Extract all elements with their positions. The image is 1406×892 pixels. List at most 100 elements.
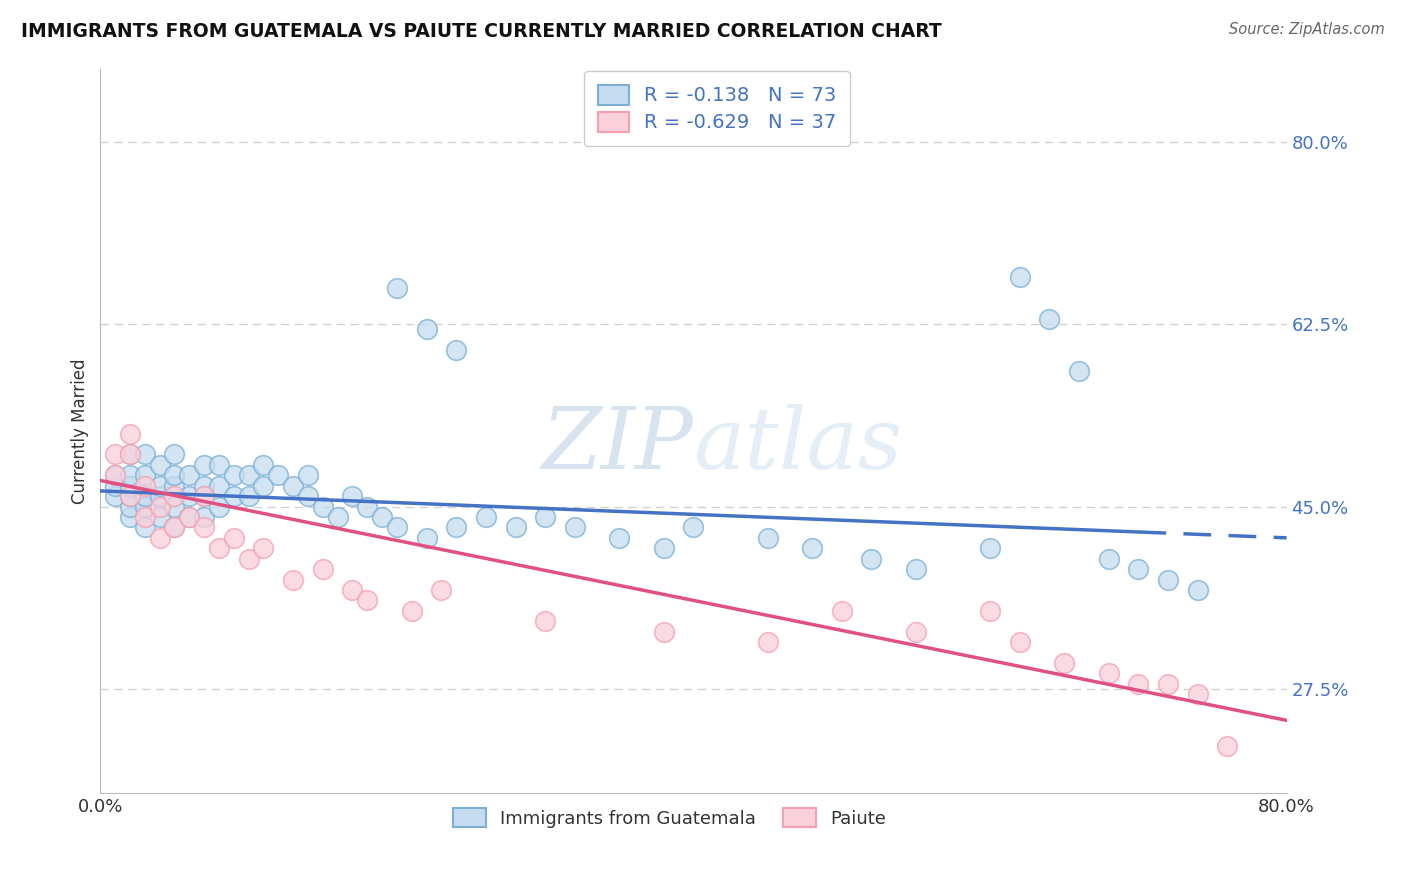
Point <box>193 510 215 524</box>
Point <box>118 426 141 441</box>
Point <box>118 489 141 503</box>
Point <box>163 468 186 483</box>
Point <box>163 478 186 492</box>
Point <box>342 582 364 597</box>
Point <box>163 489 186 503</box>
Point <box>134 447 156 461</box>
Point <box>1187 687 1209 701</box>
Point <box>193 489 215 503</box>
Point <box>401 604 423 618</box>
Point <box>104 468 127 483</box>
Point <box>179 510 201 524</box>
Point <box>149 489 172 503</box>
Point <box>444 343 467 357</box>
Point <box>371 510 394 524</box>
Point <box>652 541 675 556</box>
Point <box>104 468 127 483</box>
Point <box>208 458 231 472</box>
Point <box>134 468 156 483</box>
Point <box>904 562 927 576</box>
Point <box>444 520 467 534</box>
Point <box>356 593 378 607</box>
Point <box>534 614 557 628</box>
Point <box>118 447 141 461</box>
Point <box>163 520 186 534</box>
Point <box>1128 677 1150 691</box>
Point <box>134 478 156 492</box>
Point <box>979 541 1001 556</box>
Point <box>505 520 527 534</box>
Point <box>222 489 245 503</box>
Point <box>104 478 127 492</box>
Point <box>1187 582 1209 597</box>
Point <box>607 531 630 545</box>
Point <box>179 468 201 483</box>
Point <box>179 510 201 524</box>
Point <box>356 500 378 514</box>
Point <box>193 478 215 492</box>
Point <box>222 468 245 483</box>
Point <box>385 520 408 534</box>
Point <box>415 322 437 336</box>
Y-axis label: Currently Married: Currently Married <box>72 359 89 504</box>
Point <box>415 531 437 545</box>
Point <box>252 458 274 472</box>
Text: IMMIGRANTS FROM GUATEMALA VS PAIUTE CURRENTLY MARRIED CORRELATION CHART: IMMIGRANTS FROM GUATEMALA VS PAIUTE CURR… <box>21 22 942 41</box>
Point <box>149 510 172 524</box>
Point <box>312 500 335 514</box>
Point <box>1008 635 1031 649</box>
Point <box>756 635 779 649</box>
Point <box>1157 677 1180 691</box>
Point <box>238 468 260 483</box>
Point <box>801 541 824 556</box>
Point <box>208 541 231 556</box>
Point <box>534 510 557 524</box>
Point <box>475 510 498 524</box>
Point <box>1128 562 1150 576</box>
Legend: Immigrants from Guatemala, Paiute: Immigrants from Guatemala, Paiute <box>446 801 893 835</box>
Point <box>118 489 141 503</box>
Point <box>1098 551 1121 566</box>
Point <box>1008 270 1031 285</box>
Point <box>1038 311 1060 326</box>
Point <box>252 478 274 492</box>
Point <box>312 562 335 576</box>
Point <box>682 520 704 534</box>
Point <box>149 478 172 492</box>
Point <box>104 489 127 503</box>
Point <box>163 447 186 461</box>
Point <box>1098 666 1121 681</box>
Text: ZIP: ZIP <box>541 404 693 487</box>
Point <box>238 489 260 503</box>
Point <box>134 510 156 524</box>
Point <box>163 520 186 534</box>
Point <box>564 520 586 534</box>
Point <box>118 478 141 492</box>
Point <box>149 500 172 514</box>
Point <box>1053 656 1076 670</box>
Point <box>297 468 319 483</box>
Point <box>1157 573 1180 587</box>
Text: Source: ZipAtlas.com: Source: ZipAtlas.com <box>1229 22 1385 37</box>
Point <box>163 500 186 514</box>
Point <box>756 531 779 545</box>
Point <box>252 541 274 556</box>
Point <box>979 604 1001 618</box>
Point <box>118 468 141 483</box>
Point <box>1216 739 1239 754</box>
Point <box>831 604 853 618</box>
Point <box>134 500 156 514</box>
Point <box>118 510 141 524</box>
Text: atlas: atlas <box>693 404 903 487</box>
Point <box>149 458 172 472</box>
Point <box>430 582 453 597</box>
Point <box>118 500 141 514</box>
Point <box>904 624 927 639</box>
Point <box>267 468 290 483</box>
Point <box>860 551 883 566</box>
Point <box>193 520 215 534</box>
Point <box>208 478 231 492</box>
Point <box>297 489 319 503</box>
Point <box>149 531 172 545</box>
Point <box>193 489 215 503</box>
